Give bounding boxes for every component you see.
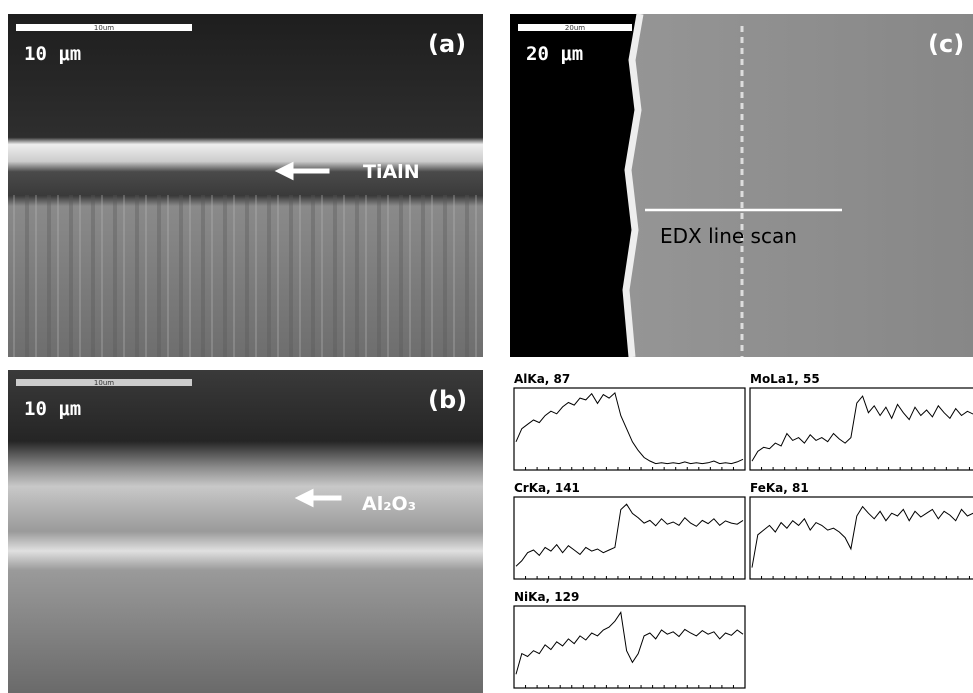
annotation: TiAlN — [363, 161, 420, 183]
panel-a: 10um 10 μm (a) TiAlN — [8, 14, 483, 357]
edx-plots: AlKa, 87 MoLa1, 55 CrKa, 141 FeKa, 81 NiKa, … — [514, 372, 973, 688]
panel-label: (a) — [428, 30, 466, 58]
scale-bar-text: 10um — [94, 24, 114, 32]
panel-b: 10um 10 μm (b) Al₂O₃ — [8, 370, 483, 693]
plot-frame — [514, 388, 745, 470]
scale-bar-text: 20um — [565, 24, 585, 32]
texture — [8, 195, 483, 357]
figure: 10um 10 μm (a) TiAlN 10um 10 μm (b) Al₂O… — [0, 0, 973, 693]
plot-frame — [514, 606, 745, 688]
panel-c: 20um 20 μm (c) EDX line scan — [510, 14, 973, 357]
plot-title: MoLa1, 55 — [750, 372, 820, 386]
dark-region — [510, 14, 640, 357]
plot-title: CrKa, 141 — [514, 481, 580, 495]
page: 10um 10 μm (a) TiAlN 10um 10 μm (b) Al₂O… — [0, 0, 973, 693]
panel-label: (c) — [928, 30, 964, 58]
scale-bar-text: 10um — [94, 379, 114, 387]
plot-frame — [750, 388, 973, 470]
annotation: Al₂O₃ — [362, 493, 416, 515]
plot-title: AlKa, 87 — [514, 372, 570, 386]
plot-title: FeKa, 81 — [750, 481, 809, 495]
scale-text: 10 μm — [24, 43, 81, 65]
plot-title: NiKa, 129 — [514, 590, 579, 604]
scale-text: 20 μm — [526, 43, 583, 65]
panel-label: (b) — [428, 386, 467, 414]
scale-text: 10 μm — [24, 398, 81, 420]
annotation: EDX line scan — [660, 224, 797, 248]
